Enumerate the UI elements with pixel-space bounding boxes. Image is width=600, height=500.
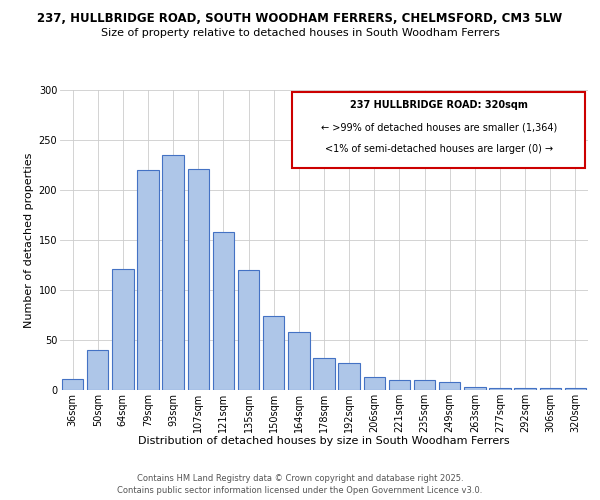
Bar (565, 388, 586, 390)
Y-axis label: Number of detached properties: Number of detached properties (25, 152, 34, 328)
Bar (414, 380, 435, 390)
Bar (439, 382, 460, 390)
Bar (112, 269, 134, 390)
Bar (137, 170, 158, 390)
Bar (364, 377, 385, 390)
Text: 237 HULLBRIDGE ROAD: 320sqm: 237 HULLBRIDGE ROAD: 320sqm (350, 100, 528, 110)
Bar (389, 380, 410, 390)
Text: 237, HULLBRIDGE ROAD, SOUTH WOODHAM FERRERS, CHELMSFORD, CM3 5LW: 237, HULLBRIDGE ROAD, SOUTH WOODHAM FERR… (37, 12, 563, 26)
Bar (87, 350, 109, 390)
Bar (313, 358, 335, 390)
Text: Contains HM Land Registry data © Crown copyright and database right 2025.
Contai: Contains HM Land Registry data © Crown c… (118, 474, 482, 495)
FancyBboxPatch shape (292, 92, 586, 168)
Bar (464, 387, 485, 390)
Bar (188, 169, 209, 390)
Bar (338, 363, 360, 390)
Bar (238, 270, 259, 390)
Bar (514, 388, 536, 390)
Bar (263, 316, 284, 390)
Bar (539, 388, 561, 390)
Bar (62, 379, 83, 390)
X-axis label: Distribution of detached houses by size in South Woodham Ferrers: Distribution of detached houses by size … (138, 436, 510, 446)
Text: Size of property relative to detached houses in South Woodham Ferrers: Size of property relative to detached ho… (101, 28, 499, 38)
Bar (163, 155, 184, 390)
Bar (288, 332, 310, 390)
Bar (213, 232, 234, 390)
Text: <1% of semi-detached houses are larger (0) →: <1% of semi-detached houses are larger (… (325, 144, 553, 154)
Text: ← >99% of detached houses are smaller (1,364): ← >99% of detached houses are smaller (1… (321, 122, 557, 132)
Bar (490, 388, 511, 390)
